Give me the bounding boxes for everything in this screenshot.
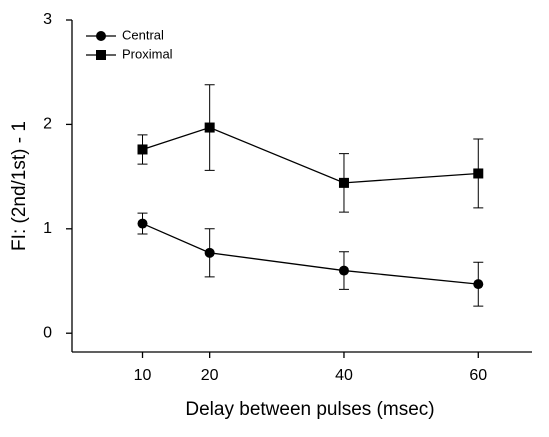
- legend-label: Central: [122, 27, 164, 42]
- data-point: [137, 218, 148, 229]
- data-point: [473, 279, 484, 290]
- data-point: [204, 247, 215, 258]
- data-point: [338, 177, 349, 188]
- data-point: [137, 144, 148, 155]
- legend-marker: [96, 50, 106, 60]
- data-point: [204, 122, 215, 133]
- x-tick-label: 20: [201, 367, 219, 384]
- x-tick-label: 40: [335, 367, 353, 384]
- legend-label: Proximal: [122, 46, 173, 61]
- data-point: [338, 265, 349, 276]
- data-point: [473, 168, 484, 179]
- y-tick-label: 1: [43, 220, 52, 237]
- x-axis-label: Delay between pulses (msec): [185, 399, 434, 420]
- legend-marker: [96, 31, 106, 41]
- y-tick-label: 0: [43, 324, 52, 341]
- x-tick-label: 60: [469, 367, 487, 384]
- y-axis-label: FI: (2nd/1st) - 1: [9, 121, 30, 251]
- series-line: [142, 126, 479, 184]
- x-tick-label: 10: [134, 367, 152, 384]
- y-tick-label: 3: [43, 11, 52, 28]
- series-line: [142, 222, 479, 285]
- y-tick-label: 2: [43, 116, 52, 133]
